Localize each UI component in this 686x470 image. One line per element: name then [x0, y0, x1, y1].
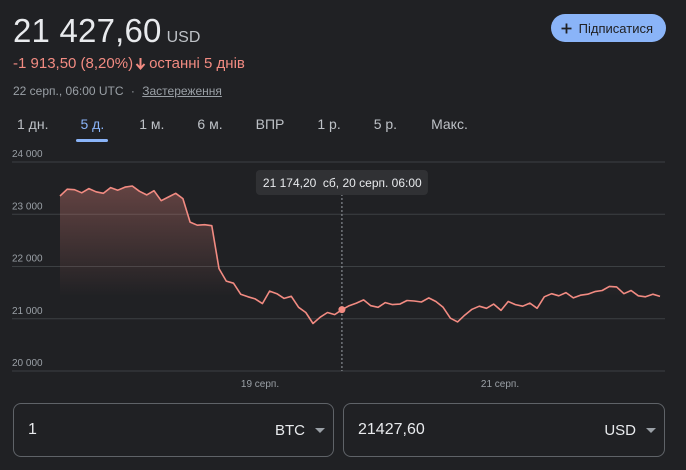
price-chart[interactable]: 21 174,20 сб, 20 серп. 06:00 20 000 21 000…: [0, 150, 686, 390]
hover-tooltip: 21 174,20 сб, 20 серп. 06:00: [255, 170, 428, 195]
price-currency: USD: [166, 29, 201, 46]
price-area-fill: [60, 186, 660, 297]
to-amount-field[interactable]: 21427,60 USD: [343, 403, 665, 457]
from-amount-input[interactable]: 1: [28, 421, 37, 438]
tab-1-month[interactable]: 1 м.: [139, 116, 165, 132]
tooltip-box: [255, 170, 428, 195]
to-currency-label: USD: [604, 421, 636, 439]
dropdown-arrow-icon: [315, 427, 325, 433]
price-line: [59, 185, 661, 325]
hover-point: [338, 306, 346, 314]
to-amount-input[interactable]: 21427,60: [358, 421, 425, 438]
change-period: останні 5 днів: [149, 55, 245, 72]
range-tabs: 1 дн. 5 д. 1 м. 6 м. ВПР 1 р. 5 р. Макс.: [0, 113, 468, 142]
tab-1-day[interactable]: 1 дн.: [17, 116, 49, 132]
y-tick-label: 22 000: [12, 254, 43, 265]
tab-ytd[interactable]: ВПР: [255, 116, 285, 132]
y-tick-label: 20 000: [12, 358, 43, 369]
subscribe-button[interactable]: Підписатися: [550, 14, 666, 42]
plus-icon: [561, 23, 572, 34]
tab-1-year[interactable]: 1 р.: [317, 116, 341, 132]
x-tick-label: 21 серп.: [481, 379, 519, 390]
timestamp: 22 серп., 06:00 UTC: [13, 84, 124, 98]
change-value: -1 913,50 (8,20%): [13, 55, 134, 72]
tab-6-months[interactable]: 6 м.: [197, 116, 223, 132]
disclaimer-link[interactable]: Застереження: [142, 84, 222, 98]
tooltip-value: 21 174,20: [263, 176, 317, 190]
to-currency-select[interactable]: USD: [604, 422, 656, 439]
price-header: 21 427,60 USD: [13, 12, 200, 50]
dropdown-arrow-icon: [646, 427, 656, 433]
y-tick-label: 24 000: [12, 150, 43, 160]
tab-max[interactable]: Макс.: [431, 116, 468, 132]
tab-5-years[interactable]: 5 р.: [373, 116, 398, 132]
tab-5-days[interactable]: 5 д.: [76, 113, 108, 142]
x-tick-label: 19 серп.: [241, 379, 279, 390]
from-currency-label: BTC: [275, 421, 305, 439]
y-tick-label: 23 000: [12, 201, 43, 212]
y-tick-label: 21 000: [12, 306, 43, 317]
tooltip-date: сб, 20 серп. 06:00: [323, 176, 422, 190]
arrow-down-icon: [135, 57, 146, 70]
from-currency-select[interactable]: BTC: [275, 422, 325, 439]
subscribe-label: Підписатися: [578, 20, 653, 36]
current-price: 21 427,60: [13, 12, 162, 49]
from-amount-field[interactable]: 1 BTC: [13, 403, 334, 457]
timestamp-row: 22 серп., 06:00 UTC · Застереження: [13, 84, 222, 98]
price-change: -1 913,50 (8,20%) останні 5 днів: [13, 55, 245, 72]
separator: ·: [130, 84, 135, 98]
